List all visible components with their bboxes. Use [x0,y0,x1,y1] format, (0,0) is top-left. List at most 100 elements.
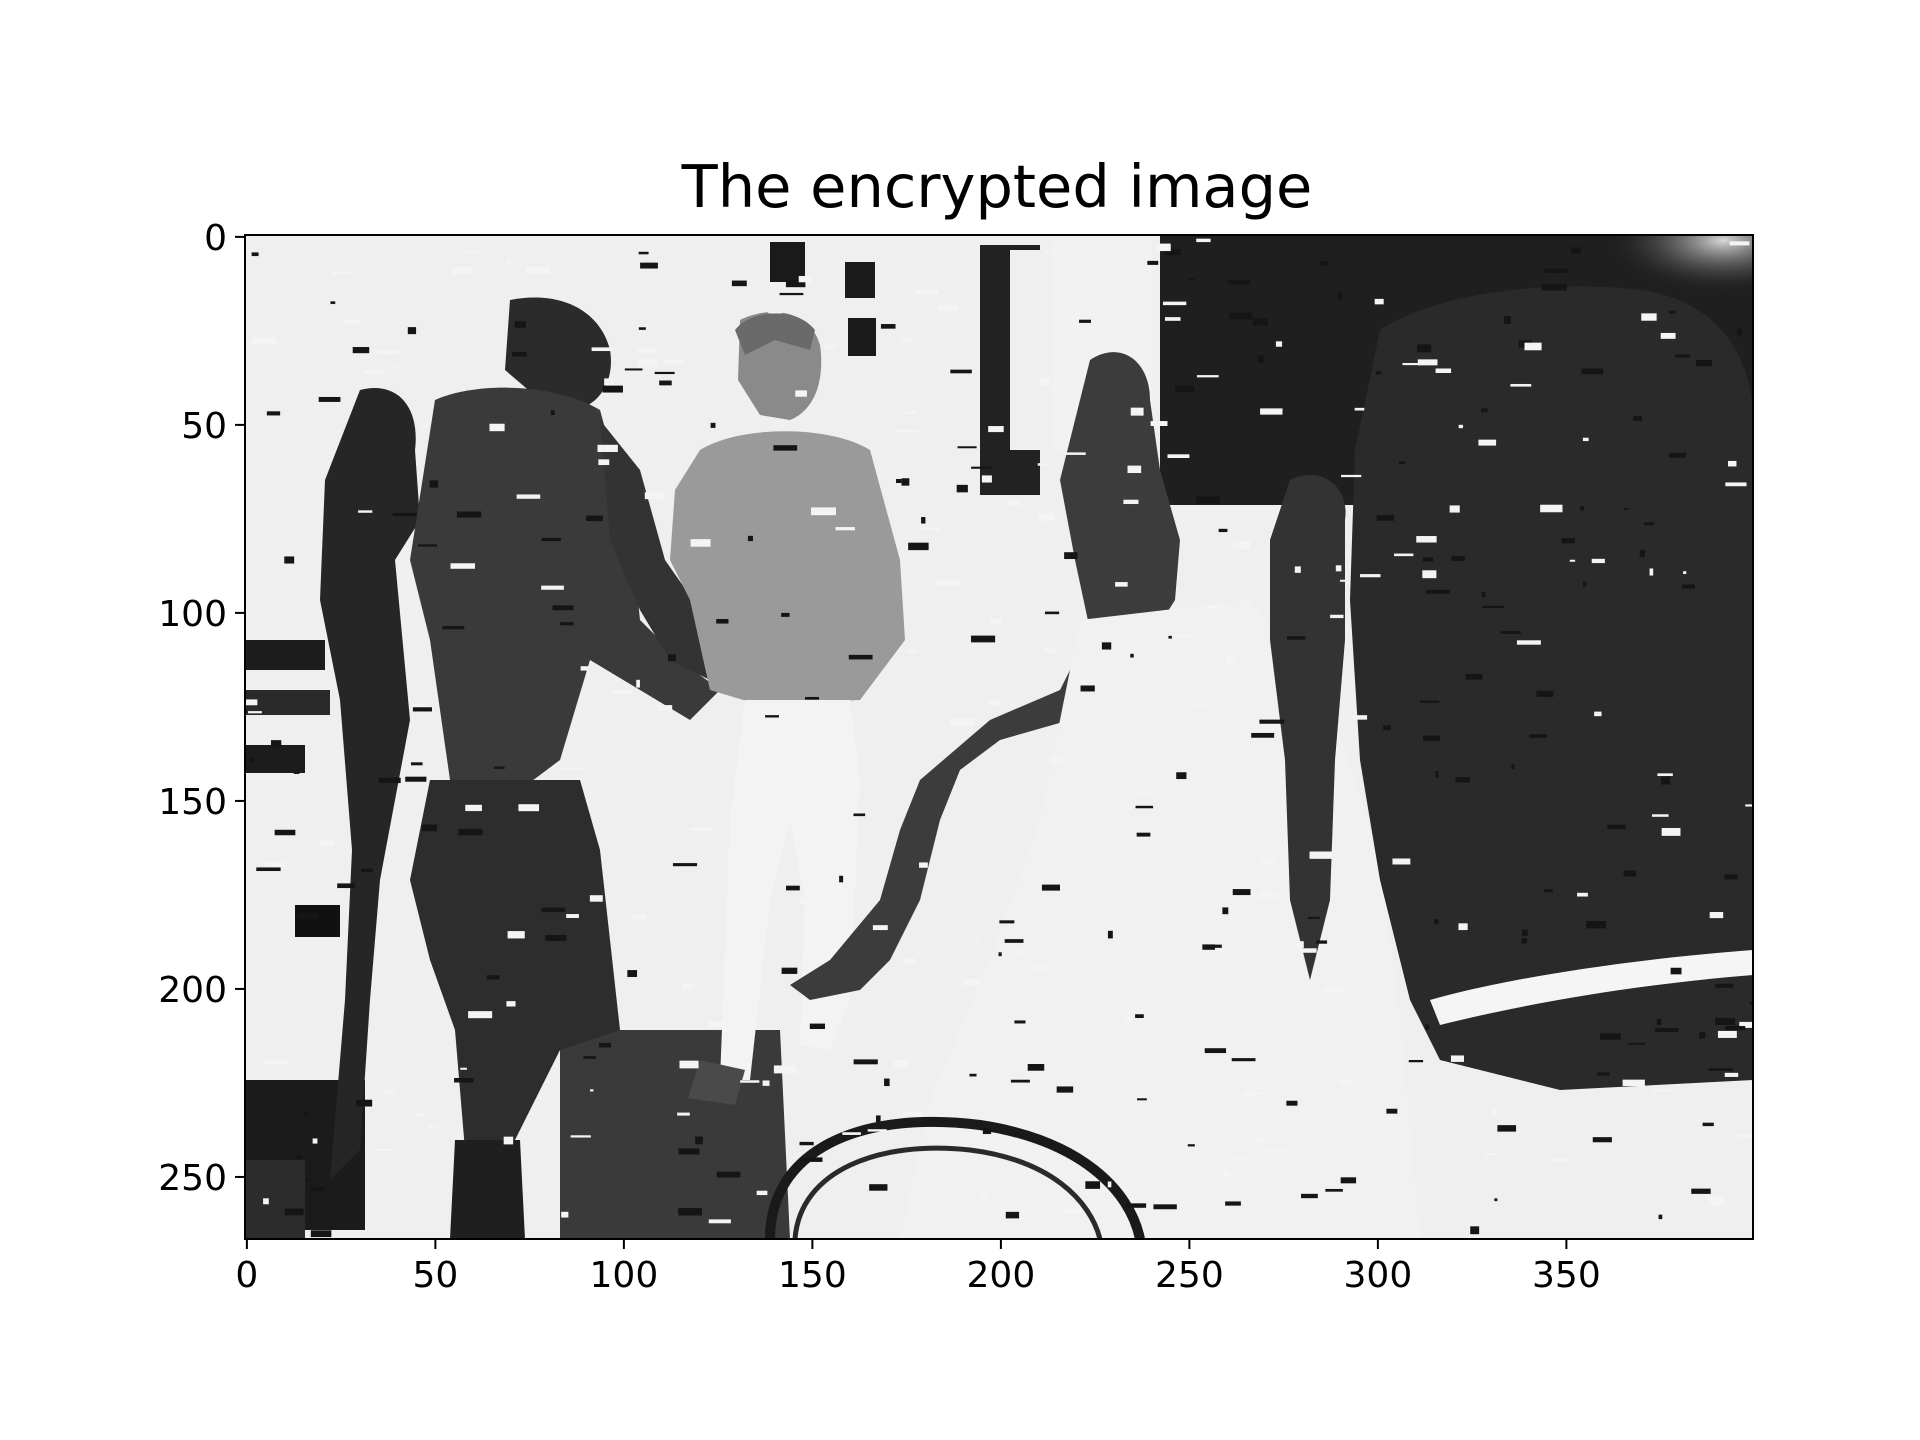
noise-speck [1247,1092,1268,1095]
axes-frame [244,234,1754,1240]
noise-speck [1745,804,1753,807]
noise-speck [468,1011,493,1019]
noise-speck [597,444,618,453]
noise-speck [1307,916,1320,919]
noise-speck [1016,948,1027,956]
noise-speck [297,913,319,919]
noise-speck [1416,344,1432,353]
noise-speck [586,515,603,522]
person-man-head [505,297,611,410]
noise-speck [541,537,562,542]
noise-speck [1218,528,1228,533]
noise-speck [284,1208,304,1216]
noise-speck [598,1042,611,1048]
noise-speck [1176,772,1187,780]
noise-speck [902,1111,924,1116]
noise-speck [332,271,354,275]
noise-speck [1125,1016,1133,1023]
noise-speck [1417,359,1438,366]
noise-speck [1553,1158,1572,1162]
noise-speck [1259,719,1285,724]
noise-speck [941,826,945,832]
noise-speck [1296,941,1304,949]
noise-speck [716,1171,741,1178]
noise-speck [1528,734,1547,738]
noise-speck [1341,474,1362,478]
noise-speck [690,539,711,547]
noise-speck [1658,1214,1663,1220]
noise-speck [378,777,401,784]
noise-speck [320,839,334,847]
noise-speck [1204,1048,1227,1054]
noise-speck [640,262,658,269]
noise-speck [988,426,1004,433]
noise-speck [1717,1030,1737,1038]
noise-speck [1521,938,1528,944]
noise-speck [963,979,981,986]
noise-speck [1715,983,1734,988]
noise-speck [251,337,277,345]
noise-speck [1168,635,1172,639]
noise-speck [1494,1198,1498,1202]
noise-speck [950,369,972,374]
noise-speck [541,585,564,590]
noise-speck [1194,702,1205,708]
noise-speck [785,279,806,288]
noise-speck [971,635,996,643]
noise-speck [1607,824,1626,830]
noise-speck [1010,1079,1030,1083]
noise-speck [1503,316,1511,324]
noise-speck [1481,408,1488,413]
x-tick-label: 200 [967,1255,1036,1296]
noise-speck [561,767,585,770]
noise-speck [1325,1188,1343,1192]
noise-speck [1644,522,1654,526]
noise-speck [1330,614,1344,619]
noise-speck [637,359,659,368]
noise-speck [894,429,920,433]
noise-speck [514,321,526,328]
noise-speck [486,975,500,980]
noise-speck [1080,685,1095,692]
noise-speck [1319,261,1328,266]
noise-speck [1709,912,1724,919]
noise-speck [1435,368,1452,373]
noise-speck [494,766,505,769]
noise-speck [773,445,798,451]
noise-speck [781,612,790,617]
encrypted-image [245,235,1753,1239]
noise-speck [872,925,888,931]
noise-speck [679,1060,699,1069]
left-fragment [245,690,330,715]
noise-speck [804,696,820,700]
noise-speck [512,352,527,357]
noise-speck [1708,1198,1725,1207]
noise-speck [1225,1201,1241,1206]
noise-speck [867,1129,887,1132]
noise-speck [1541,284,1567,291]
noise-speck [422,424,428,428]
noise-speck [1582,581,1587,587]
noise-speck [731,946,753,953]
noise-speck [1005,1211,1020,1219]
noise-speck [1187,277,1196,280]
noise-speck [1187,1144,1195,1147]
floor-shadow [560,1030,790,1239]
noise-speck [1655,1028,1679,1033]
noise-speck [1354,407,1365,411]
noise-speck [1425,1024,1430,1030]
noise-speck [798,275,813,283]
noise-speck [880,324,896,329]
noise-speck [731,280,747,287]
noise-speck [306,1179,313,1182]
noise-speck [415,1112,426,1117]
noise-speck [781,967,798,974]
noise-speck [835,527,855,531]
noise-speck [312,1138,318,1144]
noise-speck [1153,1204,1177,1210]
noise-speck [1656,1018,1662,1026]
noise-speck [1376,515,1395,521]
noise-speck [1594,711,1602,717]
noise-speck [1724,1072,1739,1077]
